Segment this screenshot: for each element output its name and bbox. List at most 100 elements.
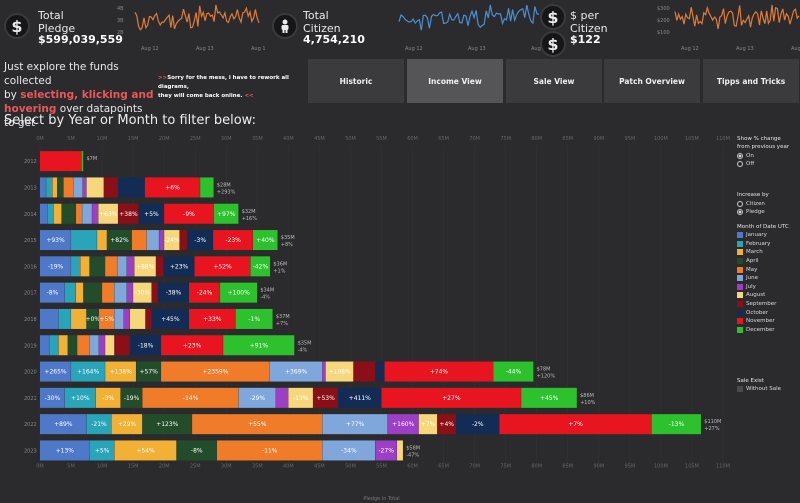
bar-segment-april[interactable]	[136, 361, 161, 382]
bar-segment-november[interactable]	[499, 414, 652, 435]
bar-segment-december[interactable]	[223, 335, 295, 356]
bar-segment-may[interactable]	[77, 335, 90, 356]
bar-segment-may[interactable]	[63, 177, 74, 198]
bar-segment-december[interactable]	[651, 414, 701, 435]
bar-segment-april[interactable]	[61, 203, 76, 224]
bar-segment-february[interactable]	[71, 256, 81, 277]
bar-segment-january[interactable]	[40, 440, 90, 461]
radio-pledge[interactable]: Pledge	[737, 209, 769, 215]
year-label[interactable]: 2017	[24, 291, 37, 297]
year-label[interactable]: 2014	[24, 212, 37, 218]
bar-segment-july[interactable]	[92, 203, 99, 224]
bar-segment-february[interactable]	[49, 335, 59, 356]
bar-segment-january[interactable]	[40, 308, 59, 329]
bar-segment-november[interactable]	[194, 256, 251, 277]
bar-segment-november[interactable]	[381, 387, 521, 408]
bar-segment-april[interactable]	[120, 387, 143, 408]
bar-segment-december[interactable]	[521, 387, 577, 408]
year-label[interactable]: 2019	[24, 343, 37, 349]
bar-segment-september[interactable]	[353, 361, 375, 382]
bar-segment-september[interactable]	[179, 230, 187, 251]
bar-segment-november[interactable]	[144, 177, 200, 198]
bar-segment-november[interactable]	[213, 230, 253, 251]
bar-segment-february[interactable]	[47, 203, 54, 224]
bar-segment-october[interactable]	[157, 282, 189, 303]
bar-segment-september[interactable]	[156, 256, 164, 277]
bar-segment-september[interactable]	[114, 335, 130, 356]
bar-segment-august[interactable]	[105, 335, 115, 356]
bar-segment-august[interactable]	[86, 177, 104, 198]
radio-icon[interactable]	[737, 209, 743, 215]
bar-segment-march[interactable]	[105, 361, 136, 382]
spark-line[interactable]	[134, 4, 260, 31]
bar-segment-april[interactable]	[107, 230, 132, 251]
legend-item-january[interactable]: January	[737, 231, 789, 240]
bar-segment-september[interactable]	[437, 414, 456, 435]
bar-segment-january[interactable]	[40, 177, 46, 198]
year-label[interactable]: 2023	[24, 448, 37, 454]
bar-segment-december[interactable]	[493, 361, 534, 382]
nav-sale-view-button[interactable]: Sale View	[506, 59, 602, 103]
bar-segment-november[interactable]	[40, 151, 82, 172]
bar-segment-august[interactable]	[397, 440, 403, 461]
bar-segment-june[interactable]	[89, 335, 99, 356]
bar-segment-april[interactable]	[142, 414, 192, 435]
legend-item-march[interactable]: March	[737, 248, 789, 257]
nav-tipps-button[interactable]: Tipps and Tricks	[703, 59, 799, 103]
bar-segment-december[interactable]	[252, 230, 278, 251]
bar-segment-may[interactable]	[142, 387, 239, 408]
bar-segment-march[interactable]	[71, 308, 87, 329]
nav-income-view-button[interactable]: Income View	[407, 59, 503, 103]
bar-segment-october[interactable]	[456, 414, 500, 435]
spark-line[interactable]	[398, 4, 540, 31]
bar-segment-july[interactable]	[322, 361, 326, 382]
year-label[interactable]: 2018	[24, 317, 37, 323]
bar-segment-february[interactable]	[64, 387, 96, 408]
bar-segment-february[interactable]	[86, 414, 112, 435]
bar-segment-august[interactable]	[133, 282, 152, 303]
bar-segment-july[interactable]	[159, 230, 164, 251]
bar-segment-january[interactable]	[40, 361, 71, 382]
bar-segment-january[interactable]	[40, 256, 71, 277]
radio-on[interactable]: On	[737, 153, 789, 159]
year-label[interactable]: 2021	[24, 396, 37, 402]
bar-segment-september[interactable]	[103, 177, 118, 198]
nav-patch-overview-button[interactable]: Patch Overview	[604, 59, 700, 103]
bar-segment-march[interactable]	[80, 256, 90, 277]
bar-segment-july[interactable]	[82, 177, 87, 198]
legend-item-february[interactable]: February	[737, 240, 789, 249]
bar-segment-october[interactable]	[375, 361, 385, 382]
legend-item-september[interactable]: September	[737, 300, 789, 309]
bar-segment-september[interactable]	[151, 282, 158, 303]
bar-segment-may[interactable]	[76, 203, 82, 224]
bar-segment-june[interactable]	[269, 361, 323, 382]
nav-historic-button[interactable]: Historic	[308, 59, 404, 103]
bar-segment-january[interactable]	[40, 387, 65, 408]
bar-segment-march[interactable]	[111, 414, 143, 435]
bar-segment-july[interactable]	[126, 282, 133, 303]
legend-item-october[interactable]: October	[737, 308, 789, 317]
bar-segment-march[interactable]	[53, 203, 62, 224]
bar-segment-june[interactable]	[322, 440, 375, 461]
year-label[interactable]: 2022	[24, 422, 37, 428]
bar-segment-november[interactable]	[384, 361, 493, 382]
legend-item-without-sale[interactable]: Without Sale	[737, 385, 781, 394]
bar-segment-october[interactable]	[151, 308, 189, 329]
bar-segment-november[interactable]	[189, 308, 236, 329]
bar-segment-february[interactable]	[89, 440, 115, 461]
radio-icon[interactable]	[737, 201, 743, 207]
bar-segment-january[interactable]	[40, 203, 48, 224]
bar-segment-january[interactable]	[40, 414, 87, 435]
bar-segment-april[interactable]	[57, 177, 64, 198]
pledge-by-year-chart[interactable]: 0M 0M 5M 5M 10M 10M 15M 15M 20M 20M 25M 25M 30M 30M 35…	[0, 134, 735, 503]
bar-segment-may[interactable]	[216, 440, 323, 461]
bar-segment-february[interactable]	[58, 308, 71, 329]
bar-segment-october[interactable]	[118, 177, 145, 198]
year-label[interactable]: 2012	[24, 159, 37, 165]
bar-segment-october[interactable]	[187, 230, 213, 251]
radio-icon[interactable]	[737, 161, 743, 167]
bar-segment-september[interactable]	[313, 387, 338, 408]
bar-segment-july[interactable]	[375, 440, 397, 461]
bar-segment-april[interactable]	[86, 308, 99, 329]
bar-segment-june[interactable]	[82, 203, 92, 224]
